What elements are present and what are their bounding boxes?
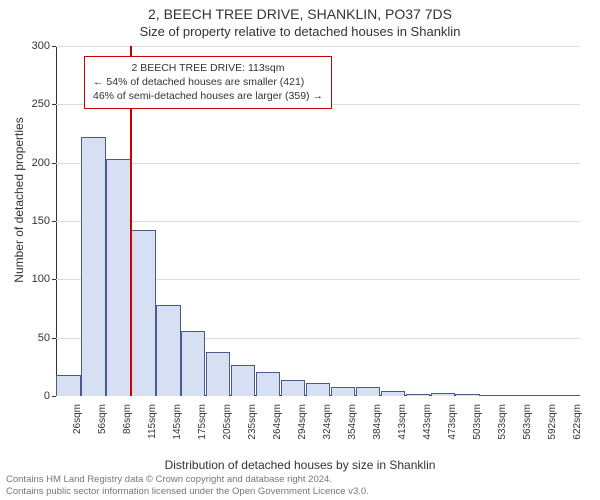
- histogram-bar: [480, 395, 504, 396]
- histogram-bar: [331, 387, 355, 396]
- xtick-label: 324sqm: [322, 400, 333, 440]
- ytick-label: 150: [32, 215, 50, 227]
- xtick-label: 473sqm: [447, 400, 458, 440]
- histogram-bar: [530, 395, 554, 396]
- ytick-mark: [52, 104, 56, 105]
- histogram-bar: [106, 159, 130, 396]
- ytick-mark: [52, 396, 56, 397]
- histogram-bar: [555, 395, 579, 396]
- gridline: [56, 163, 580, 164]
- footer-attribution: Contains HM Land Registry data © Crown c…: [6, 474, 594, 498]
- histogram-bar: [381, 391, 405, 396]
- xtick-label: 205sqm: [222, 400, 233, 440]
- chart-title-sub: Size of property relative to detached ho…: [0, 24, 600, 39]
- histogram-bar: [406, 394, 430, 396]
- footer-line-1: Contains HM Land Registry data © Crown c…: [6, 474, 594, 486]
- xtick-label: 533sqm: [497, 400, 508, 440]
- histogram-bar: [181, 331, 205, 396]
- annotation-line: ← 54% of detached houses are smaller (42…: [93, 75, 323, 89]
- histogram-bar: [356, 387, 380, 396]
- ytick-label: 200: [32, 157, 50, 169]
- histogram-bar: [306, 383, 330, 396]
- xtick-label: 235sqm: [247, 400, 258, 440]
- histogram-bar: [505, 395, 529, 396]
- xtick-label: 592sqm: [547, 400, 558, 440]
- gridline: [56, 46, 580, 47]
- xtick-label: 622sqm: [572, 400, 583, 440]
- y-axis-label: Number of detached properties: [12, 50, 26, 350]
- ytick-mark: [52, 163, 56, 164]
- histogram-bar: [131, 230, 155, 396]
- annotation-box: 2 BEECH TREE DRIVE: 113sqm← 54% of detac…: [84, 56, 332, 109]
- ytick-mark: [52, 221, 56, 222]
- histogram-bar: [281, 380, 305, 396]
- xtick-label: 264sqm: [272, 400, 283, 440]
- xtick-label: 443sqm: [422, 400, 433, 440]
- histogram-bar: [231, 365, 255, 397]
- histogram-bar: [256, 372, 280, 397]
- histogram-bar: [156, 305, 180, 396]
- ytick-mark: [52, 338, 56, 339]
- xtick-label: 563sqm: [522, 400, 533, 440]
- plot-area: 05010015020025030026sqm56sqm86sqm115sqm1…: [56, 46, 580, 396]
- histogram-bar: [206, 352, 230, 396]
- ytick-label: 50: [38, 332, 50, 344]
- xtick-label: 354sqm: [347, 400, 358, 440]
- xtick-label: 413sqm: [397, 400, 408, 440]
- histogram-bar: [455, 394, 479, 396]
- ytick-label: 0: [44, 390, 50, 402]
- histogram-bar: [56, 375, 80, 396]
- footer-line-2: Contains public sector information licen…: [6, 486, 594, 498]
- xtick-label: 56sqm: [97, 400, 108, 434]
- gridline: [56, 221, 580, 222]
- xtick-label: 115sqm: [147, 400, 158, 439]
- annotation-line: 46% of semi-detached houses are larger (…: [93, 89, 323, 103]
- xtick-label: 294sqm: [297, 400, 308, 440]
- annotation-line: 2 BEECH TREE DRIVE: 113sqm: [93, 61, 323, 75]
- histogram-bar: [81, 137, 105, 396]
- ytick-mark: [52, 279, 56, 280]
- x-axis-label: Distribution of detached houses by size …: [0, 458, 600, 472]
- xtick-label: 503sqm: [472, 400, 483, 440]
- ytick-label: 250: [32, 98, 50, 110]
- histogram-bar: [431, 393, 455, 397]
- xtick-label: 26sqm: [72, 400, 83, 434]
- ytick-label: 300: [32, 40, 50, 52]
- xtick-label: 145sqm: [172, 400, 183, 440]
- ytick-label: 100: [32, 273, 50, 285]
- ytick-mark: [52, 46, 56, 47]
- xtick-label: 384sqm: [372, 400, 383, 440]
- xtick-label: 175sqm: [197, 400, 208, 440]
- xtick-label: 86sqm: [122, 400, 133, 434]
- chart-title-main: 2, BEECH TREE DRIVE, SHANKLIN, PO37 7DS: [0, 6, 600, 22]
